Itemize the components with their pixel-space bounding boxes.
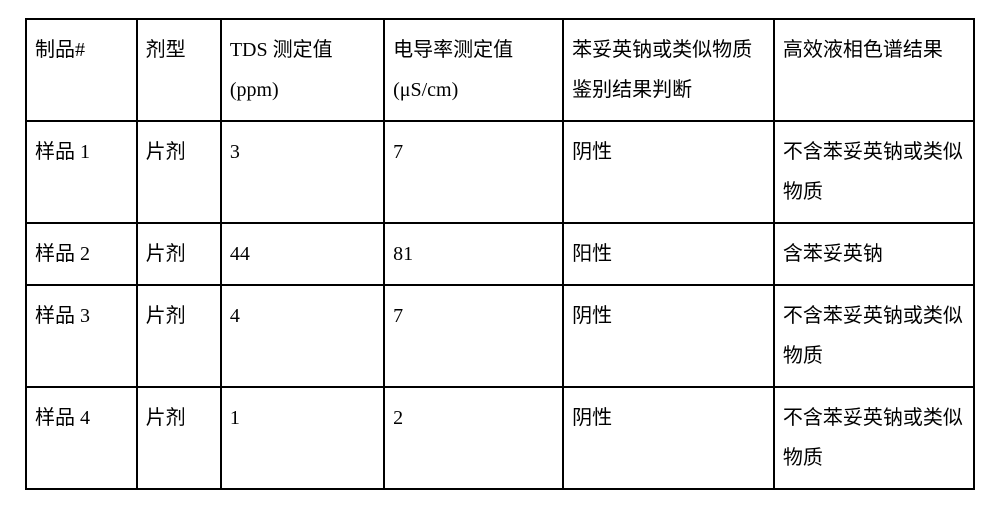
cell-hplc: 不含苯妥英钠或类似物质 bbox=[774, 387, 974, 489]
cell-tds: 44 bbox=[221, 223, 384, 285]
cell-conductivity: 7 bbox=[384, 121, 563, 223]
col-header-conductivity: 电导率测定值(μS/cm) bbox=[384, 19, 563, 121]
table-row: 样品 2 片剂 44 81 阳性 含苯妥英钠 bbox=[26, 223, 974, 285]
cell-sample: 样品 1 bbox=[26, 121, 137, 223]
cell-hplc: 含苯妥英钠 bbox=[774, 223, 974, 285]
cell-conductivity: 81 bbox=[384, 223, 563, 285]
table-row: 样品 1 片剂 3 7 阴性 不含苯妥英钠或类似物质 bbox=[26, 121, 974, 223]
cell-identification: 阴性 bbox=[563, 285, 774, 387]
col-header-identification: 苯妥英钠或类似物质鉴别结果判断 bbox=[563, 19, 774, 121]
cell-form: 片剂 bbox=[137, 285, 221, 387]
cell-identification: 阳性 bbox=[563, 223, 774, 285]
col-header-form: 剂型 bbox=[137, 19, 221, 121]
data-table: 制品# 剂型 TDS 测定值(ppm) 电导率测定值(μS/cm) 苯妥英钠或类… bbox=[25, 18, 975, 490]
table-body: 样品 1 片剂 3 7 阴性 不含苯妥英钠或类似物质 样品 2 片剂 44 81… bbox=[26, 121, 974, 489]
cell-tds: 4 bbox=[221, 285, 384, 387]
cell-sample: 样品 4 bbox=[26, 387, 137, 489]
cell-form: 片剂 bbox=[137, 223, 221, 285]
cell-sample: 样品 3 bbox=[26, 285, 137, 387]
table-header-row: 制品# 剂型 TDS 测定值(ppm) 电导率测定值(μS/cm) 苯妥英钠或类… bbox=[26, 19, 974, 121]
cell-identification: 阴性 bbox=[563, 387, 774, 489]
cell-form: 片剂 bbox=[137, 121, 221, 223]
col-header-hplc: 高效液相色谱结果 bbox=[774, 19, 974, 121]
cell-sample: 样品 2 bbox=[26, 223, 137, 285]
cell-identification: 阴性 bbox=[563, 121, 774, 223]
cell-tds: 3 bbox=[221, 121, 384, 223]
table-row: 样品 3 片剂 4 7 阴性 不含苯妥英钠或类似物质 bbox=[26, 285, 974, 387]
col-header-tds: TDS 测定值(ppm) bbox=[221, 19, 384, 121]
col-header-sample: 制品# bbox=[26, 19, 137, 121]
table-row: 样品 4 片剂 1 2 阴性 不含苯妥英钠或类似物质 bbox=[26, 387, 974, 489]
cell-hplc: 不含苯妥英钠或类似物质 bbox=[774, 285, 974, 387]
cell-form: 片剂 bbox=[137, 387, 221, 489]
cell-hplc: 不含苯妥英钠或类似物质 bbox=[774, 121, 974, 223]
cell-tds: 1 bbox=[221, 387, 384, 489]
cell-conductivity: 7 bbox=[384, 285, 563, 387]
cell-conductivity: 2 bbox=[384, 387, 563, 489]
